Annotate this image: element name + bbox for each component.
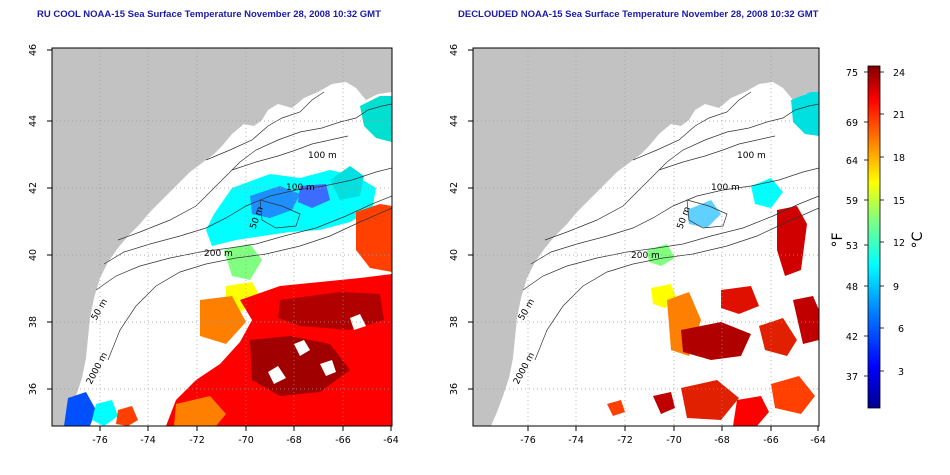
y-tick-label: 42 [449,182,460,194]
colorbar-f-tick: 64 [846,156,858,167]
declouded-sst-map: 100 m 100 m 50 m 200 m 50 m 2000 m -76 -… [449,44,826,446]
x-tick-label: -72 [189,435,205,446]
land-mass [473,48,819,426]
colorbar-c-tick: 18 [893,153,905,164]
x-tick-label: -70 [666,435,682,446]
colorbar-f-tick: 75 [846,68,858,79]
contour-label: 200 m [204,249,233,259]
y-tick-label: 44 [449,115,460,127]
colorbar-f-tick: 69 [846,118,858,129]
bathymetry-contours [95,91,392,361]
x-tick-label: -74 [568,435,584,446]
y-tick-label: 36 [28,383,39,395]
colorbar-f-tick: 42 [846,332,858,343]
left-map-title: RU COOL NOAA-15 Sea Surface Temperature … [37,9,381,20]
x-tick-label: -72 [617,435,633,446]
x-tick-label: -66 [335,435,351,446]
colorbar-f-tick: 48 [846,282,858,293]
colorbar-f-tick: 59 [846,196,858,207]
right-map-title: DECLOUDED NOAA-15 Sea Surface Temperatur… [458,9,819,20]
colorbar-c-tick: 6 [898,324,904,335]
x-tick-label: -68 [286,435,302,446]
colorbar-c-tick: 12 [893,238,905,249]
colorbar-f-tick: 53 [846,241,858,252]
colorbar-unit-c: °C [910,231,926,248]
colorbar-gradient [867,65,881,409]
x-tick-label: -74 [140,435,156,446]
x-tick-label: -64 [810,435,826,446]
land-mass [52,48,392,426]
y-tick-label: 42 [28,182,39,194]
colorbar-f-tick: 37 [846,372,858,383]
y-tick-label: 46 [449,44,460,56]
y-tick-label: 36 [449,383,460,395]
y-tick-label: 40 [449,249,460,261]
contour-label: 200 m [631,251,660,261]
x-tick-label: -66 [763,435,779,446]
colorbar-c-tick: 24 [893,68,905,79]
y-tick-label: 38 [28,316,39,328]
bathymetry-contours [522,91,819,361]
contour-label: 100 m [308,151,337,161]
colorbar-c-tick: 21 [893,110,905,121]
sst-data-patches [607,92,819,426]
y-tick-label: 38 [449,316,460,328]
colorbar-c-tick: 9 [893,282,899,293]
y-tick-label: 40 [28,249,39,261]
sst-data-patches [64,96,392,426]
x-tick-label: -68 [714,435,730,446]
x-tick-label: -76 [520,435,536,446]
x-tick-label: -76 [92,435,108,446]
colorbar-c-tick: 15 [893,196,905,207]
y-tick-label: 46 [28,44,39,56]
contour-label: 100 m [737,151,766,161]
colorbar-c-tick: 3 [898,367,904,378]
y-tick-label: 44 [28,115,39,127]
x-tick-label: -70 [238,435,254,446]
raw-sst-map: 100 m 100 m 50 m 200 m 50 m 2000 m -76 -… [28,44,399,446]
x-tick-label: -64 [383,435,399,446]
